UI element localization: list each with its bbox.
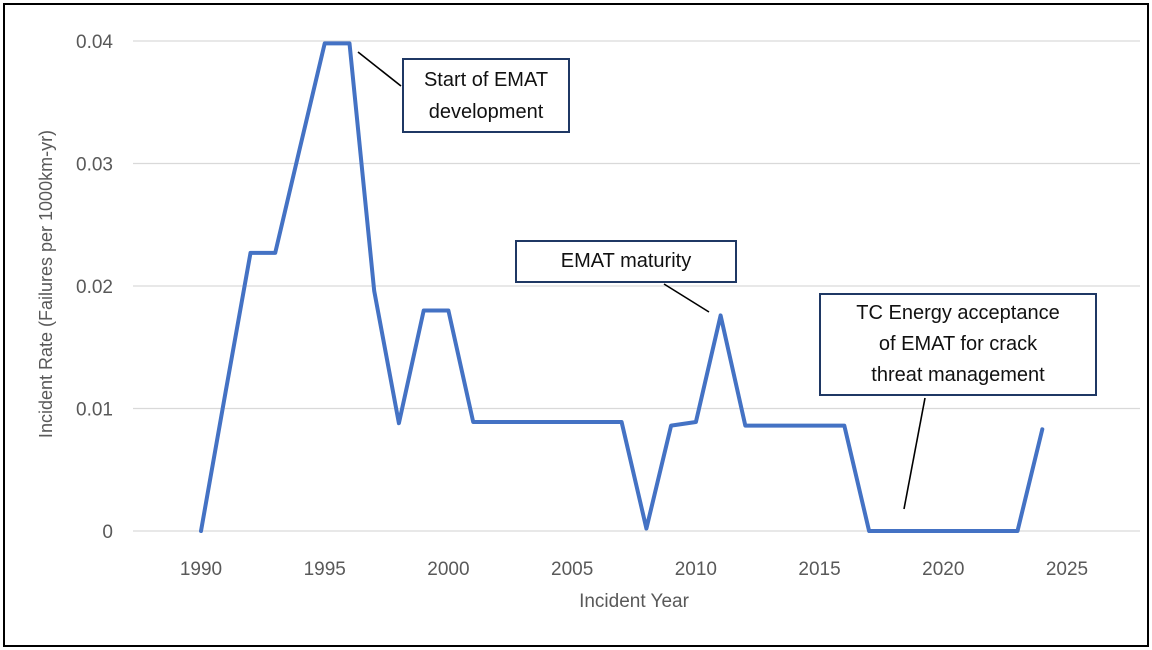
x-tick-label: 2010 xyxy=(675,559,717,580)
annotation-text-line: of EMAT for crack xyxy=(878,333,1038,355)
x-tick-label: 2015 xyxy=(798,559,840,580)
annotation-start-of-emat-development: Start of EMAT development xyxy=(402,58,570,133)
annotation-text-line: development xyxy=(428,100,544,123)
annotation-tc-energy-acceptance: TC Energy acceptance of EMAT for crack t… xyxy=(819,293,1097,396)
annotation-leader-3 xyxy=(903,397,926,510)
annotation-text-line: Start of EMAT xyxy=(423,68,549,91)
x-tick-label: 2020 xyxy=(922,559,964,580)
x-tick-label: 1990 xyxy=(180,559,222,580)
x-tick-label: 2025 xyxy=(1046,559,1088,580)
annotation-text-line: EMAT maturity xyxy=(560,250,692,272)
y-axis-title: Incident Rate (Failures per 1000km-yr) xyxy=(36,130,56,438)
incident-rate-line xyxy=(199,41,1045,533)
x-axis-title: Incident Year xyxy=(579,591,690,612)
annotation-leader-2 xyxy=(663,283,710,313)
y-tick-label: 0.01 xyxy=(76,400,113,421)
x-tick-label: 2000 xyxy=(427,559,469,580)
annotation-leader-1 xyxy=(357,51,402,87)
y-tick-label: 0.02 xyxy=(76,277,113,298)
annotation-text-line: TC Energy acceptance xyxy=(856,302,1060,324)
x-tick-label: 1995 xyxy=(304,559,346,580)
y-tick-label: 0.03 xyxy=(76,155,113,176)
annotation-text-line: threat management xyxy=(871,364,1045,386)
x-tick-label: 2005 xyxy=(551,559,593,580)
annotation-emat-maturity: EMAT maturity xyxy=(515,240,737,283)
y-tick-label: 0.04 xyxy=(76,32,113,53)
y-tick-label: 0 xyxy=(102,522,113,543)
